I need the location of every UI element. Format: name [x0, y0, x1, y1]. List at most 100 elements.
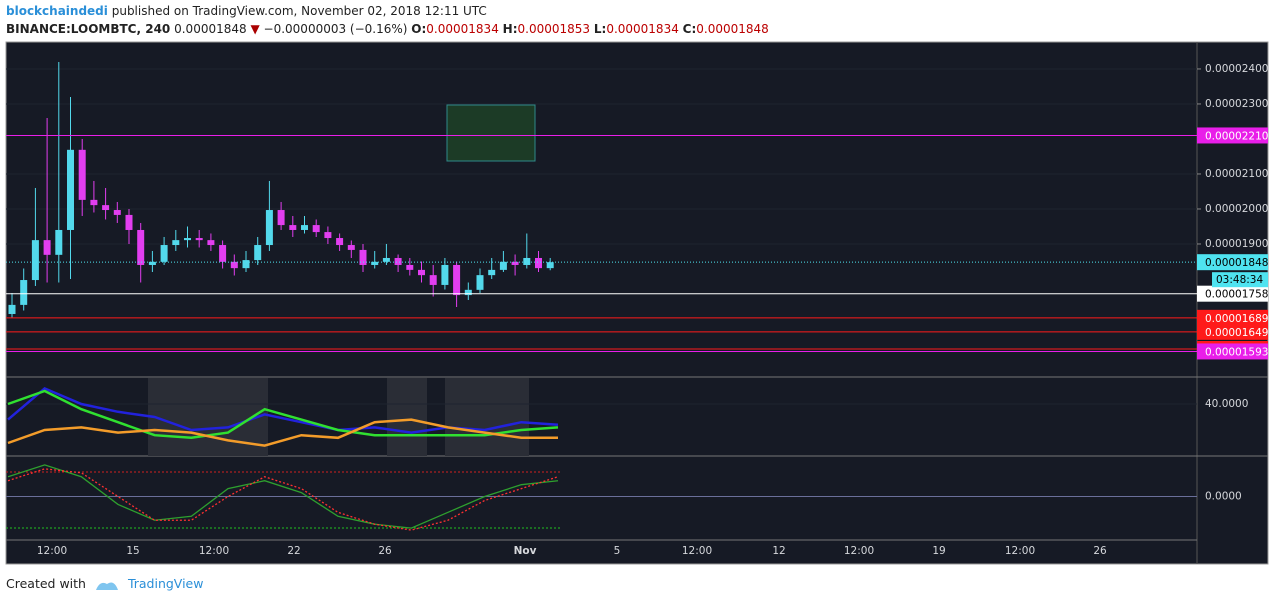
candle-body: [347, 245, 355, 250]
candle-body: [102, 205, 110, 211]
y-tick-label: 40.0000: [1205, 398, 1248, 410]
candle-body: [336, 238, 344, 246]
candle-body: [207, 240, 215, 246]
candle-body: [277, 210, 285, 226]
created: Created with: [6, 576, 86, 591]
candle-body: [55, 229, 63, 255]
candle-body: [254, 245, 262, 261]
candle-body: [125, 214, 133, 230]
price-label-box: [1197, 343, 1268, 360]
candle-body: [464, 289, 472, 296]
price-label: 0.00001600: [1205, 344, 1268, 356]
candle-body: [406, 264, 414, 270]
candle-body: [137, 229, 145, 265]
candle-body: [20, 280, 28, 305]
price-label-box: [1197, 254, 1268, 271]
candle-body: [219, 245, 227, 262]
candle-body: [90, 199, 98, 206]
symbol: BINANCE:LOOMBTC, 240: [6, 22, 171, 36]
price-label-box: [1197, 285, 1268, 302]
candle-body: [172, 240, 180, 246]
arrow: ▼: [250, 22, 260, 36]
footer: Created with TradingView: [6, 576, 203, 592]
y-tick-label: 0.00002300: [1205, 98, 1268, 110]
x-tick-label: 12:00: [682, 545, 712, 557]
logo: [95, 581, 118, 590]
candle-body: [511, 261, 519, 265]
price-label: 0.00001649: [1205, 327, 1268, 339]
highlight-zone: [445, 378, 529, 456]
change: −0.00000003 (−0.16%): [263, 22, 408, 36]
y-tick-label: 0.0000: [1205, 491, 1242, 503]
x-tick-label: 19: [932, 545, 945, 557]
chart-bg: [5, 41, 1269, 565]
x-tick-label: 26: [378, 545, 392, 557]
candle-body: [113, 210, 121, 215]
o-label: O:: [411, 22, 427, 36]
l-label: L:: [593, 22, 607, 36]
candle-body: [429, 275, 437, 285]
price-label-box: [1197, 309, 1268, 326]
candle-body: [8, 304, 16, 314]
candle-body: [324, 232, 332, 239]
y-tick-label: 0.00002100: [1205, 168, 1268, 180]
candle-body: [265, 210, 273, 246]
price-label: 0.00001593: [1205, 346, 1268, 358]
y-tick-label: 0.00001900: [1205, 238, 1268, 250]
candle-body: [43, 240, 51, 255]
candle-body: [67, 149, 74, 230]
candle-body: [312, 225, 320, 233]
candle-body: [523, 257, 531, 265]
published: published on TradingView.com, November 0…: [111, 4, 487, 18]
price-label: 0.00001758: [1205, 289, 1268, 301]
x-tick-label: 15: [126, 545, 139, 557]
indicator-line: [7, 389, 559, 440]
candle-body: [418, 269, 425, 276]
highlight-zone: [387, 378, 427, 456]
x-tick-label: 22: [287, 545, 300, 557]
indicator-line: [7, 418, 558, 447]
candle-body: [441, 264, 449, 285]
candle-body: [242, 260, 250, 269]
brand[interactable]: TradingView: [127, 576, 204, 591]
candle-body: [359, 249, 367, 265]
target-box: [446, 104, 536, 162]
candle-body: [476, 275, 484, 290]
x-tick-label: 12:00: [37, 545, 67, 557]
indicator-line: [7, 468, 559, 531]
x-tick-label: 26: [1093, 545, 1107, 557]
countdown-box: [1212, 272, 1268, 288]
candle-body: [78, 149, 86, 200]
price-label-box: [1197, 340, 1268, 357]
candle-body: [230, 261, 238, 269]
candle-body: [184, 238, 191, 241]
y-tick-label: 0.00002000: [1205, 203, 1268, 215]
candle-body: [488, 269, 496, 276]
publish-line: blockchaindedi published on TradingView.…: [6, 4, 487, 18]
candle-body: [453, 264, 461, 296]
indicator-line: [7, 464, 559, 529]
x-tick-label: 12:00: [1005, 545, 1035, 557]
last: 0.00001848: [174, 22, 247, 36]
c-label: C:: [682, 22, 697, 36]
candle-body: [535, 257, 542, 269]
h-label: H:: [502, 22, 518, 36]
candle-body: [289, 225, 297, 230]
indicator-line: [7, 386, 559, 434]
c: 0.00001848: [696, 22, 769, 36]
x-tick-label: 12: [772, 545, 785, 557]
symbol-line: BINANCE:LOOMBTC, 240 0.00001848 ▼ −0.000…: [6, 22, 769, 36]
price-label-box: [1197, 323, 1268, 340]
candle-body: [382, 257, 390, 262]
price-label: 0.00002210: [1205, 130, 1268, 142]
price-label: 0.00001848: [1205, 257, 1268, 269]
author[interactable]: blockchaindedi: [6, 4, 108, 18]
countdown: 03:48:34: [1216, 274, 1263, 286]
price-label-box: [1197, 127, 1268, 144]
candle-body: [148, 261, 156, 265]
x-tick-label: Nov: [514, 545, 537, 557]
l: 0.00001834: [606, 22, 679, 36]
candle-body: [160, 245, 168, 262]
